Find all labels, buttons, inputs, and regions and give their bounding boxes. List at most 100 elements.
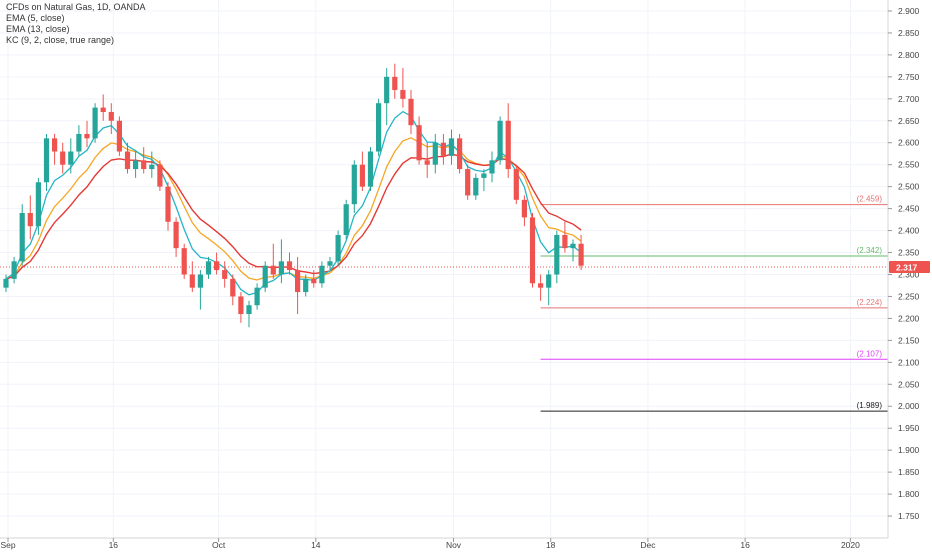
candle-body	[578, 243, 584, 266]
y-tick-label: 2.400	[898, 226, 920, 236]
candle-body	[278, 261, 284, 275]
x-tick-label: Sep	[0, 540, 15, 550]
candle-body	[497, 120, 503, 161]
y-tick-label: 1.800	[898, 489, 920, 499]
legend-title: CFDs on Natural Gas, 1D, OANDA	[6, 2, 146, 12]
candle-body	[529, 217, 536, 284]
y-tick-label: 2.350	[898, 248, 920, 258]
y-axis: 2.900 2.850 2.800 2.750 2.700 2.650 2.600 2.550…	[887, 0, 932, 550]
y-tick-label: 1.900	[898, 445, 920, 455]
candle-body	[76, 133, 82, 152]
candles	[3, 63, 584, 328]
candle-body	[60, 151, 66, 165]
candle-body	[189, 274, 195, 288]
x-axis: Sep16Oct14Nov18Dec16202013	[0, 537, 888, 550]
candle-body	[157, 164, 163, 187]
candle-body	[238, 296, 244, 315]
x-tick-label: Oct	[212, 540, 226, 550]
candle-body	[335, 234, 341, 262]
candle-body	[3, 278, 9, 288]
candle-body	[384, 76, 390, 104]
candle-body	[546, 274, 552, 288]
y-tick-label: 1.850	[898, 467, 920, 477]
candle-body	[432, 142, 438, 165]
candle-body	[408, 98, 414, 126]
candle-body	[270, 265, 276, 275]
candle-body	[124, 151, 131, 170]
y-tick-label: 2.500	[898, 182, 920, 192]
y-tick-label: 2.000	[898, 401, 920, 411]
candle-body	[222, 270, 228, 279]
candle-body	[52, 138, 58, 152]
level-label: (2.342)	[857, 246, 883, 255]
candle-body	[319, 265, 325, 284]
candle-body	[416, 125, 422, 161]
candle-body	[400, 90, 406, 99]
ema5-path	[5, 110, 582, 296]
candle-body	[376, 103, 382, 152]
y-tick-label: 2.600	[898, 138, 920, 148]
level-label: (1.989)	[857, 401, 883, 410]
candle-body	[311, 278, 317, 284]
legend-kc: KC (9, 2, close, true range)	[6, 35, 115, 45]
legend-ema5: EMA (5, close)	[6, 13, 65, 23]
candle-body	[68, 151, 74, 165]
current-price-text: 2.317	[896, 263, 918, 273]
y-tick-label: 2.550	[898, 160, 920, 170]
x-tick-label: 18	[546, 540, 556, 550]
candle-body	[521, 199, 527, 218]
y-tick-label: 2.300	[898, 269, 920, 279]
current-price-label: 2.317	[889, 261, 930, 274]
candle-body	[108, 111, 114, 121]
candle-body	[562, 234, 568, 249]
level-lines: (2.459) (2.342) (2.224) (2.107) (1.989)	[0, 195, 888, 412]
x-tick-label: 16	[740, 540, 750, 550]
candle-body	[392, 76, 398, 91]
candle-body	[343, 204, 349, 235]
y-tick-label: 2.700	[898, 94, 920, 104]
candle-body	[246, 305, 252, 315]
candle-body	[489, 160, 495, 174]
candle-body	[230, 278, 236, 297]
y-tick-label: 2.850	[898, 28, 920, 38]
candle-body	[19, 213, 25, 262]
y-tick-label: 2.100	[898, 357, 920, 367]
candle-body	[262, 265, 268, 288]
ema13-path	[5, 153, 582, 280]
candle-body	[457, 138, 463, 170]
candle-body	[133, 160, 139, 170]
candle-body	[254, 287, 260, 306]
candle-body	[286, 261, 293, 271]
y-tick-label: 2.800	[898, 50, 920, 60]
candle-body	[367, 151, 374, 187]
candle-body	[141, 160, 147, 170]
candle-body	[554, 234, 560, 275]
x-tick-label: Nov	[446, 540, 462, 550]
candle-body	[327, 261, 333, 266]
candle-body	[359, 164, 365, 187]
y-tick-label: 2.650	[898, 116, 920, 126]
x-tick-label: 16	[109, 540, 119, 550]
level-label: (2.107)	[857, 349, 883, 358]
level-label: (2.459)	[857, 195, 883, 204]
candle-body	[538, 283, 544, 288]
candle-body	[473, 177, 479, 196]
candle-body	[481, 173, 487, 178]
grid	[0, 0, 888, 538]
y-tick-label: 2.450	[898, 204, 920, 214]
y-tick-label: 2.150	[898, 335, 920, 345]
candle-body	[214, 261, 220, 271]
x-tick-label: Dec	[640, 540, 656, 550]
candle-body	[11, 261, 17, 279]
legend-ema13: EMA (13, close)	[6, 24, 70, 34]
y-tick-label: 2.250	[898, 291, 920, 301]
candle-body	[465, 169, 471, 196]
candle-body	[205, 261, 212, 275]
candle-body	[181, 248, 187, 275]
candle-body	[513, 169, 519, 200]
candle-body	[295, 270, 301, 293]
y-tick-label: 2.750	[898, 72, 920, 82]
x-tick-label: 2020	[841, 540, 860, 550]
